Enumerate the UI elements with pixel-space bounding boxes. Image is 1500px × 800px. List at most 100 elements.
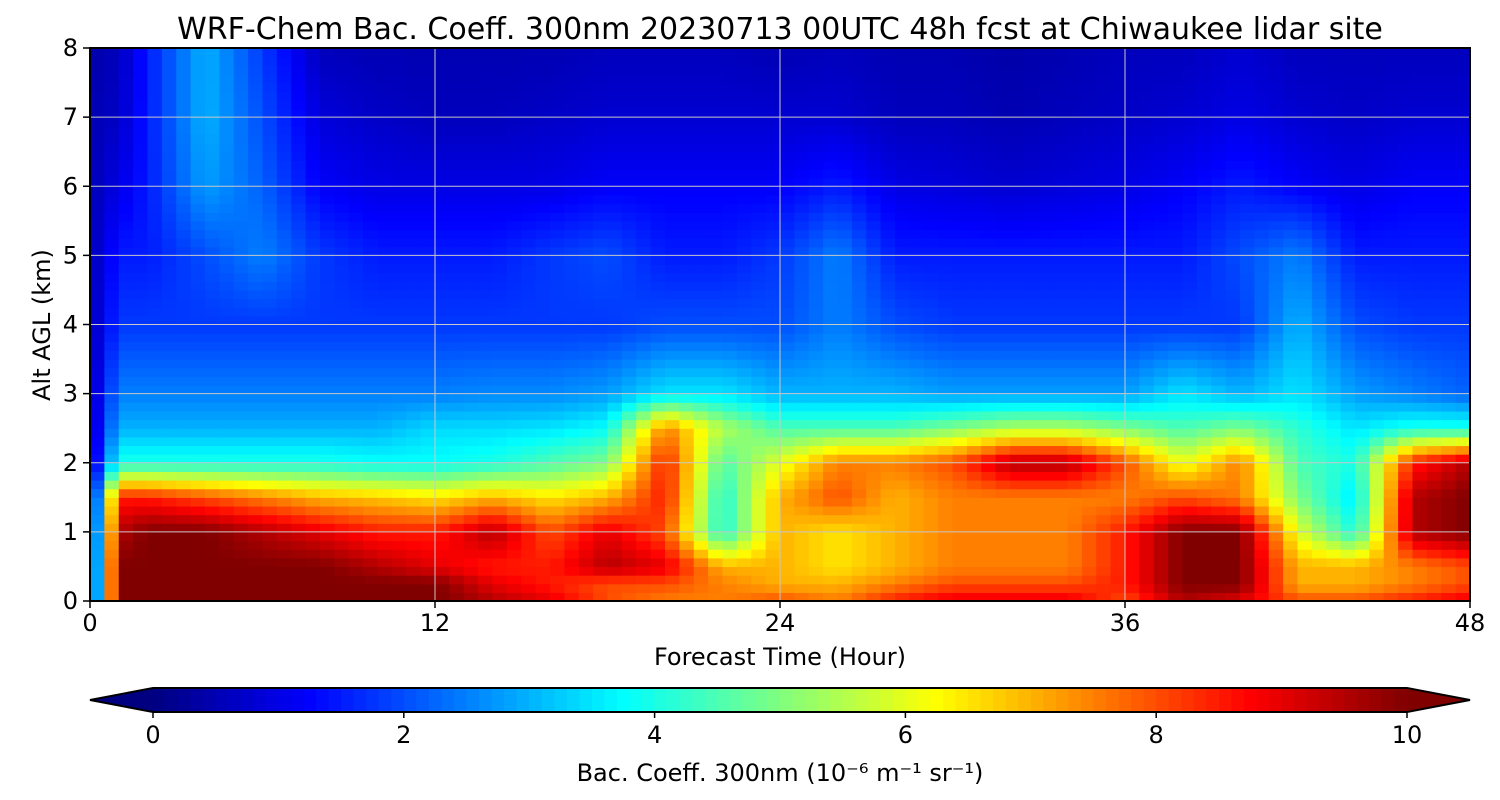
heatmap-cell — [104, 143, 120, 153]
heatmap-cell — [923, 350, 939, 360]
heatmap-cell — [521, 151, 537, 161]
heatmap-cell — [966, 255, 982, 265]
heatmap-cell — [305, 82, 321, 92]
heatmap-cell — [794, 557, 810, 568]
heatmap-cell — [650, 151, 666, 161]
heatmap-cell — [895, 56, 910, 66]
heatmap-cell — [621, 82, 637, 92]
heatmap-cell — [794, 255, 810, 265]
heatmap-cell — [276, 462, 292, 472]
heatmap-cell — [636, 82, 652, 92]
heatmap-cell — [736, 350, 752, 360]
heatmap-cell — [621, 592, 637, 601]
heatmap-cell — [420, 324, 436, 334]
heatmap-cell — [866, 177, 882, 187]
heatmap-cell — [463, 566, 479, 576]
heatmap-cell — [406, 91, 422, 101]
heatmap-cell — [334, 384, 350, 395]
heatmap-cell — [219, 402, 235, 412]
heatmap-cell — [952, 384, 968, 395]
heatmap-cell — [1110, 531, 1126, 542]
heatmap-cell — [1153, 177, 1169, 187]
heatmap-cell — [1139, 229, 1155, 239]
heatmap-cell — [866, 307, 882, 317]
heatmap-cell — [219, 549, 235, 559]
heatmap-cell — [578, 272, 594, 282]
heatmap-cell — [233, 333, 249, 343]
heatmap-cell — [736, 264, 752, 274]
heatmap-cell — [521, 531, 537, 542]
heatmap-cell — [722, 462, 738, 472]
heatmap-cell — [708, 376, 724, 386]
heatmap-cell — [435, 540, 450, 550]
heatmap-cell — [1110, 168, 1126, 179]
heatmap-cell — [521, 505, 537, 516]
heatmap-cell — [550, 203, 565, 213]
heatmap-cell — [161, 557, 177, 568]
heatmap-cell — [492, 454, 508, 464]
heatmap-cell — [1081, 471, 1097, 481]
heatmap-cell — [1053, 367, 1069, 377]
heatmap-cell — [722, 454, 738, 464]
heatmap-cell — [966, 540, 982, 550]
heatmap-cell — [621, 272, 637, 282]
heatmap-cell — [736, 393, 752, 403]
heatmap-cell — [1010, 264, 1025, 274]
heatmap-cell — [1010, 168, 1025, 179]
heatmap-cell — [607, 566, 623, 576]
heatmap-cell — [966, 376, 982, 386]
heatmap-cell — [133, 575, 149, 585]
heatmap-cell — [233, 315, 249, 326]
heatmap-cell — [995, 65, 1011, 75]
heatmap-cell — [190, 255, 206, 265]
heatmap-cell — [233, 65, 249, 75]
heatmap-cell — [90, 514, 105, 524]
heatmap-cell — [276, 393, 292, 403]
heatmap-cell — [492, 393, 508, 403]
heatmap-cell — [320, 376, 335, 386]
heatmap-cell — [1053, 402, 1069, 412]
heatmap-cell — [420, 376, 436, 386]
heatmap-cell — [938, 384, 954, 395]
heatmap-cell — [923, 56, 939, 66]
heatmap-cell — [305, 220, 321, 231]
heatmap-cell — [492, 99, 508, 110]
heatmap-cell — [621, 151, 637, 161]
heatmap-cell — [276, 246, 292, 256]
heatmap-cell — [478, 281, 494, 291]
heatmap-cell — [679, 531, 695, 542]
heatmap-cell — [765, 549, 781, 559]
heatmap-cell — [1038, 65, 1054, 75]
heatmap-cell — [1182, 151, 1198, 161]
heatmap-cell — [104, 445, 120, 455]
heatmap-cell — [435, 514, 450, 524]
heatmap-cell — [291, 557, 307, 568]
heatmap-cell — [621, 91, 637, 101]
heatmap-cell — [506, 436, 522, 447]
heatmap-cell — [492, 367, 508, 377]
heatmap-cell — [1153, 566, 1169, 576]
heatmap-cell — [736, 471, 752, 481]
heatmap-cell — [205, 65, 220, 75]
heatmap-cell — [593, 393, 609, 403]
heatmap-cell — [736, 108, 752, 118]
heatmap-cell — [1053, 186, 1069, 196]
heatmap-cell — [492, 264, 508, 274]
heatmap-cell — [435, 272, 450, 282]
heatmap-cell — [334, 428, 350, 438]
heatmap-cell — [1081, 350, 1097, 360]
heatmap-cell — [736, 540, 752, 550]
heatmap-cell — [1182, 238, 1198, 248]
heatmap-cell — [262, 134, 278, 144]
heatmap-cell — [693, 246, 709, 256]
heatmap-cell — [923, 583, 939, 593]
heatmap-cell — [435, 56, 450, 66]
heatmap-cell — [276, 402, 292, 412]
heatmap-cell — [952, 272, 968, 282]
heatmap-cell — [636, 488, 652, 498]
heatmap-cell — [837, 592, 853, 601]
heatmap-cell — [262, 341, 278, 352]
heatmap-cell — [406, 307, 422, 317]
heatmap-cell — [923, 220, 939, 231]
heatmap-cell — [190, 91, 206, 101]
